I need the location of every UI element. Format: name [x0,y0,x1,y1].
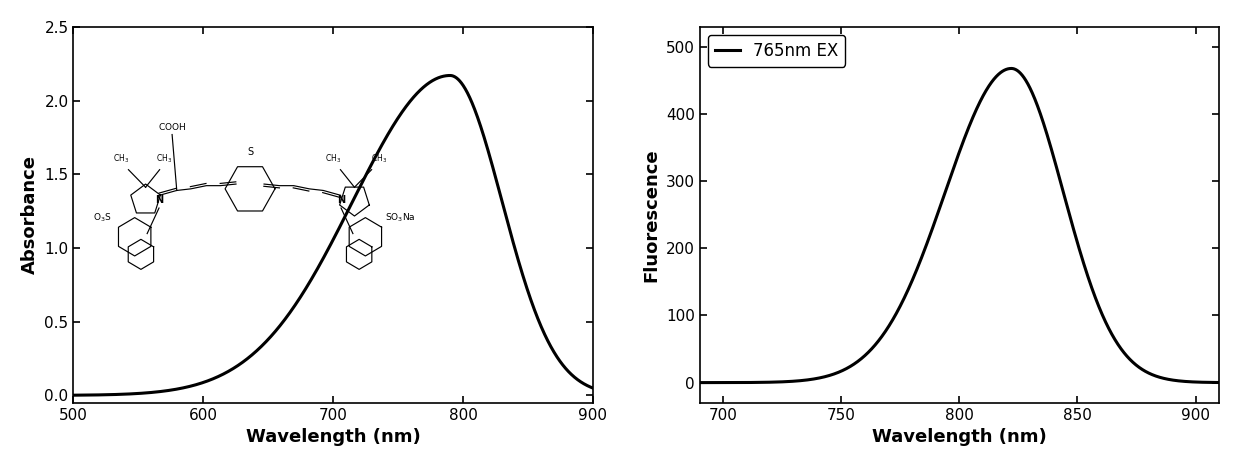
Legend: 765nm EX: 765nm EX [708,35,844,66]
Y-axis label: Absorbance: Absorbance [21,156,38,274]
X-axis label: Wavelength (nm): Wavelength (nm) [872,428,1047,446]
X-axis label: Wavelength (nm): Wavelength (nm) [246,428,420,446]
Y-axis label: Fluorescence: Fluorescence [642,148,660,282]
